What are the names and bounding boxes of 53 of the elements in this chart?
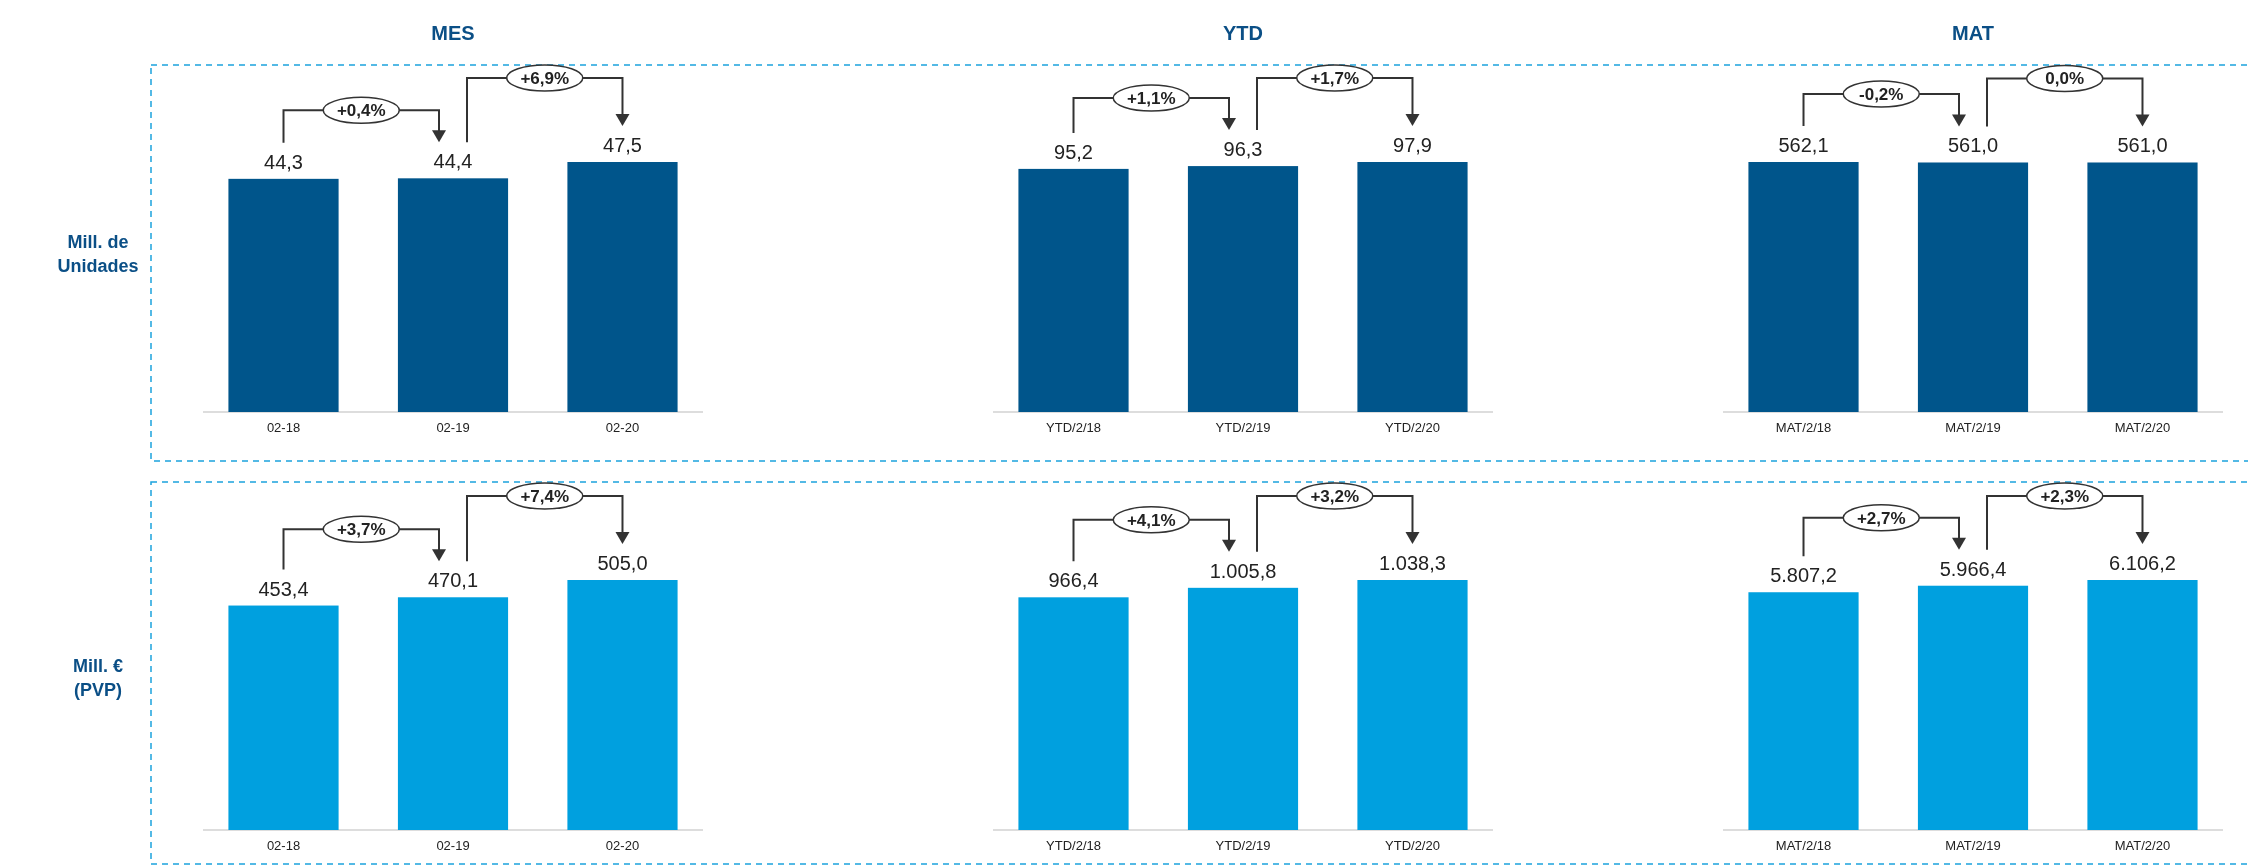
y-axis-title: Mill. de Unidades [57,232,139,276]
x-tick-label: YTD/2/20 [1385,420,1440,435]
x-tick-label: YTD/2/20 [1385,838,1440,853]
x-tick-label: MAT/2/20 [2114,838,2171,853]
data-label: 44,3 [264,150,303,173]
text: 0,0% [2045,69,2085,89]
data-label: 5.807,2 [1770,564,1837,587]
y-axis-title: Mill. € (PVP) [72,656,124,700]
text: -0,2% [1859,85,1904,104]
data-label: 505,0 [597,552,648,574]
x-tick-label: 02-20 [605,838,640,853]
x-tick-label: YTD/2/18 [1046,838,1101,853]
data-label: 44,4 [433,150,473,173]
text: +4,1% [1126,510,1176,530]
text: +1,1% [1126,89,1176,109]
data-label: 470,1 [427,569,479,592]
x-tick-label: MAT/2/20 [2114,420,2171,435]
x-tick-label: MAT/2/19 [1945,420,2001,435]
text: +1,7% [1310,69,1360,88]
x-tick-label: 02-18 [266,838,301,853]
x-tick-label: 02-19 [436,838,470,853]
x-tick-label: 02-20 [605,420,640,435]
x-tick-label: YTD/2/18 [1046,420,1101,435]
data-label: 1.005,8 [1209,559,1277,582]
data-label: 6.106,2 [2109,552,2176,574]
chart-title: MAT [1952,22,1994,44]
text: +2,3% [2040,487,2090,506]
text: +2,7% [1856,508,1906,528]
data-label: 5.966,4 [1939,557,2007,580]
x-tick-label: MAT/2/19 [1945,838,2001,853]
x-tick-label: MAT/2/18 [1775,420,1832,435]
text: +3,7% [336,520,386,540]
x-tick-label: 02-18 [266,420,301,435]
x-tick-label: 02-19 [436,420,470,435]
text: +7,4% [520,487,570,506]
data-label: 966,4 [1048,569,1099,592]
chart-title: YTD [1223,22,1263,44]
data-label: 96,3 [1223,138,1263,161]
data-label: 453,4 [258,577,309,600]
x-tick-label: YTD/2/19 [1215,420,1271,435]
data-label: 562,1 [1778,134,1829,156]
data-label: 97,9 [1393,134,1432,156]
x-tick-label: MAT/2/18 [1775,838,1832,853]
data-label: 561,0 [1947,134,1999,157]
data-label: 47,5 [603,134,642,156]
text: +0,4% [336,101,386,121]
data-label: 561,0 [2117,134,2168,157]
text: +3,2% [1310,487,1360,506]
data-label: 1.038,3 [1379,552,1446,574]
x-tick-label: YTD/2/19 [1215,838,1271,853]
text: +6,9% [520,69,570,88]
data-label: 95,2 [1054,140,1093,163]
chart-title: MES [431,22,475,44]
